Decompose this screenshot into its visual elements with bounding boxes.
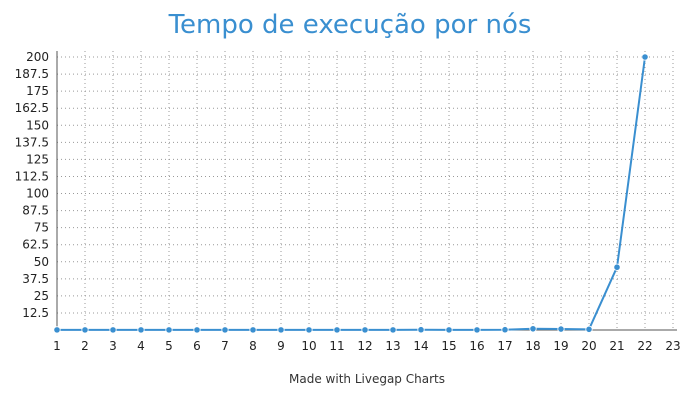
data-point[interactable] [193, 326, 201, 334]
data-point[interactable] [277, 326, 285, 334]
data-point[interactable] [249, 326, 257, 334]
y-tick-label: 112.5 [15, 169, 49, 183]
grid-layer [57, 51, 674, 330]
data-point[interactable] [389, 326, 397, 334]
x-tick-label: 1 [53, 339, 61, 353]
x-tick-label: 23 [665, 339, 680, 353]
x-tick-label: 15 [441, 339, 456, 353]
x-tick-label: 19 [553, 339, 568, 353]
axis-layer [56, 51, 677, 331]
x-tick-label: 17 [497, 339, 512, 353]
point-layer [53, 53, 649, 334]
chart-title: Tempo de execução por nós [168, 10, 532, 40]
data-point[interactable] [585, 325, 593, 333]
x-tick-label: 9 [277, 339, 285, 353]
data-point[interactable] [613, 263, 621, 271]
data-point[interactable] [109, 326, 117, 334]
data-point[interactable] [557, 325, 565, 333]
y-tick-label: 150 [26, 118, 49, 132]
y-tick-label: 125 [26, 152, 49, 166]
x-tick-label: 14 [413, 339, 428, 353]
y-tick-label: 50 [34, 255, 49, 269]
data-point[interactable] [165, 326, 173, 334]
x-tick-label: 16 [469, 339, 484, 353]
x-tick-label: 5 [165, 339, 173, 353]
data-point[interactable] [333, 326, 341, 334]
y-tick-label: 162.5 [15, 101, 49, 115]
series-layer [57, 56, 646, 331]
series-line [57, 56, 646, 331]
data-point[interactable] [473, 326, 481, 334]
x-tick-label: 21 [609, 339, 624, 353]
x-tick-label: 10 [301, 339, 316, 353]
x-tick-label: 4 [137, 339, 145, 353]
x-tick-label: 3 [109, 339, 117, 353]
data-point[interactable] [529, 325, 537, 333]
y-tick-label: 37.5 [22, 272, 49, 286]
y-tick-label: 75 [34, 221, 49, 235]
data-point[interactable] [501, 326, 509, 334]
data-point[interactable] [81, 326, 89, 334]
data-point[interactable] [221, 326, 229, 334]
credit-text: Made with Livegap Charts [289, 372, 445, 386]
y-tick-label: 100 [26, 187, 49, 201]
data-point[interactable] [53, 326, 61, 334]
x-tick-label: 8 [249, 339, 257, 353]
x-tick-label: 2 [81, 339, 89, 353]
y-tick-label: 187.5 [15, 67, 49, 81]
y-tick-label: 175 [26, 84, 49, 98]
y-tick-label: 200 [26, 50, 49, 64]
x-tick-label: 13 [385, 339, 400, 353]
data-point[interactable] [137, 326, 145, 334]
x-tick-label: 20 [581, 339, 596, 353]
y-tick-label: 25 [34, 289, 49, 303]
y-tick-label: 87.5 [22, 204, 49, 218]
y-tick-label: 137.5 [15, 135, 49, 149]
x-tick-label: 22 [637, 339, 652, 353]
x-tick-label: 12 [357, 339, 372, 353]
x-tick-label: 11 [329, 339, 344, 353]
data-point[interactable] [641, 53, 649, 61]
x-tick-label: 6 [193, 339, 201, 353]
data-point[interactable] [445, 326, 453, 334]
x-tick-label: 18 [525, 339, 540, 353]
y-tick-label: 62.5 [22, 238, 49, 252]
y-tick-label: 12.5 [22, 306, 49, 320]
x-tick-label: 7 [221, 339, 229, 353]
label-layer: 1 2 3 4 5 6 7 8 9 10 11 12 13 14 15 16 17 18 19 20 21 22 2312.… [15, 50, 681, 353]
data-point[interactable] [305, 326, 313, 334]
data-point[interactable] [361, 326, 369, 334]
data-point[interactable] [417, 326, 425, 334]
